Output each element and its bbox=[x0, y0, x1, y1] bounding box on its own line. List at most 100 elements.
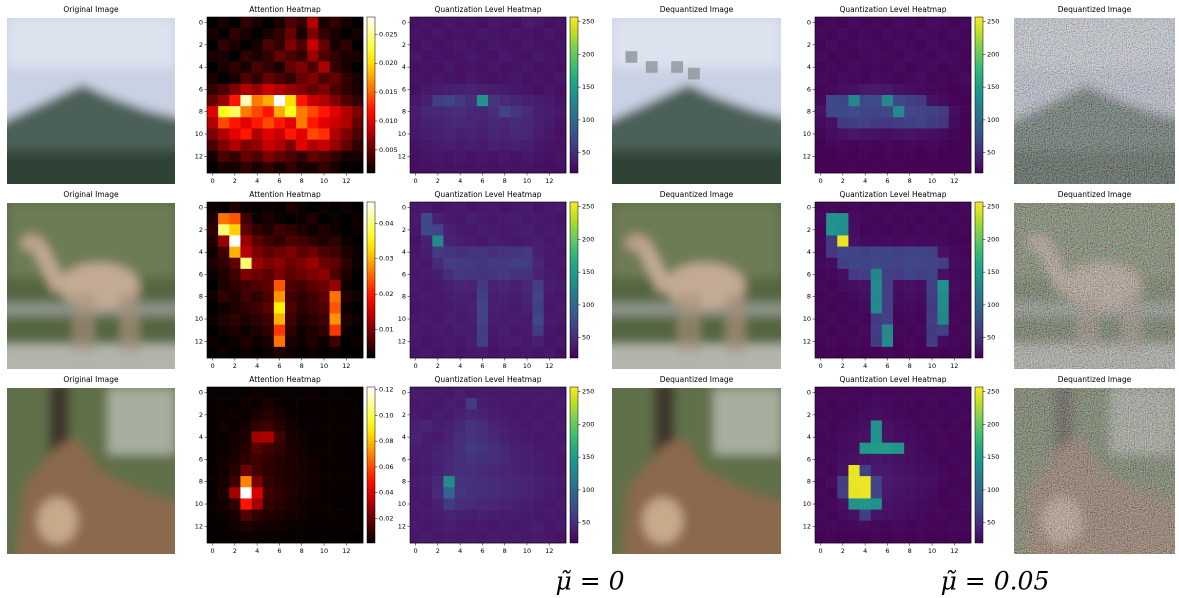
heatmap-cell bbox=[476, 235, 489, 247]
heatmap-cell bbox=[296, 128, 308, 140]
heatmap-cell bbox=[262, 531, 275, 544]
heatmap-cell bbox=[410, 465, 422, 477]
heatmap-cell bbox=[240, 17, 252, 29]
heatmap-cell bbox=[881, 235, 894, 247]
heatmap-cell bbox=[454, 387, 467, 399]
heatmap-cell bbox=[937, 72, 950, 85]
heatmap-cell bbox=[340, 409, 353, 421]
heatmap-cell bbox=[454, 302, 467, 314]
heatmap-cell bbox=[893, 61, 905, 74]
heatmap-cell bbox=[837, 150, 849, 163]
heatmap-cell bbox=[229, 128, 241, 140]
y-tick-label: 2 bbox=[807, 41, 811, 49]
x-tick-label: 8 bbox=[300, 177, 304, 185]
heatmap-cell bbox=[432, 28, 444, 40]
heatmap-cell bbox=[421, 291, 433, 303]
heatmap-cell bbox=[207, 128, 219, 140]
heatmap-cell bbox=[340, 313, 353, 325]
x-tick-label: 8 bbox=[503, 177, 507, 185]
heatmap-cell bbox=[521, 246, 533, 259]
heatmap-cell bbox=[476, 520, 489, 533]
y-tick-label: 12 bbox=[803, 152, 811, 160]
heatmap-cell bbox=[815, 346, 827, 359]
heatmap-cell bbox=[893, 398, 905, 410]
heatmap-cell bbox=[262, 387, 275, 399]
x-tick-label: 12 bbox=[545, 177, 553, 185]
heatmap-cell bbox=[351, 17, 364, 29]
heatmap-cell bbox=[454, 39, 467, 51]
heatmap-cell bbox=[959, 420, 972, 432]
heatmap-cell bbox=[554, 106, 567, 118]
heatmap-cell bbox=[870, 442, 883, 455]
heatmap-cell bbox=[893, 465, 905, 477]
heatmap-cell bbox=[521, 453, 533, 466]
heatmap-cell bbox=[959, 280, 972, 292]
heatmap-cell bbox=[307, 487, 319, 499]
heatmap-cell bbox=[207, 346, 219, 359]
heatmap-cell bbox=[870, 268, 883, 281]
heatmap-cell bbox=[307, 498, 319, 510]
heatmap-cell bbox=[870, 224, 883, 236]
heatmap-cell bbox=[340, 150, 353, 163]
heatmap-cell bbox=[488, 106, 500, 118]
heatmap-cell bbox=[959, 335, 972, 348]
heatmap-cell bbox=[443, 235, 455, 247]
heatmap-cell bbox=[848, 509, 860, 522]
heatmap-cell bbox=[532, 246, 545, 259]
heatmap-cell bbox=[329, 476, 342, 488]
heatmap-cell bbox=[307, 302, 319, 314]
heatmap-cell bbox=[218, 420, 230, 432]
heatmap-cell bbox=[465, 246, 478, 259]
heatmap-cell bbox=[262, 420, 275, 432]
heatmap-cell bbox=[893, 420, 905, 432]
heatmap-cell bbox=[465, 128, 478, 140]
heatmap-cell bbox=[296, 498, 308, 510]
heatmap-cell bbox=[218, 128, 230, 140]
heatmap-cell bbox=[915, 509, 927, 522]
heatmap-cell bbox=[307, 268, 319, 281]
heatmap-cell bbox=[229, 106, 241, 118]
image bbox=[1014, 203, 1175, 369]
artifact bbox=[671, 61, 683, 73]
heatmap-cell bbox=[488, 420, 500, 432]
heatmap-cell bbox=[240, 235, 252, 247]
heatmap-cell bbox=[837, 139, 849, 152]
y-tick-label: 12 bbox=[803, 337, 811, 345]
heatmap-cell bbox=[848, 498, 860, 510]
heatmap-cell bbox=[262, 246, 275, 259]
heatmap-cell bbox=[881, 224, 894, 236]
x-tick-label: 0 bbox=[819, 362, 823, 370]
heatmap-cell bbox=[410, 95, 422, 107]
heatmap-cell bbox=[521, 235, 533, 247]
heatmap-cell bbox=[307, 257, 319, 270]
heatmap-cell bbox=[915, 387, 927, 399]
heatmap-cell bbox=[262, 465, 275, 477]
heatmap-cell bbox=[848, 150, 860, 163]
noise bbox=[1014, 18, 1175, 184]
heatmap-cell bbox=[915, 61, 927, 74]
heatmap-cell bbox=[510, 39, 522, 51]
heatmap-cell bbox=[240, 28, 252, 40]
colorbar-tick-label: 0.08 bbox=[379, 437, 393, 445]
y-tick-label: 8 bbox=[807, 293, 811, 301]
heatmap-cell bbox=[240, 161, 252, 174]
heatmap-cell bbox=[543, 442, 556, 455]
heatmap-cell bbox=[273, 520, 286, 533]
heatmap-cell bbox=[554, 224, 567, 236]
heatmap-cell bbox=[476, 313, 489, 325]
heatmap-cell bbox=[454, 83, 467, 96]
heatmap-cell bbox=[499, 128, 511, 140]
heatmap-cell bbox=[273, 61, 286, 74]
heatmap-cell bbox=[543, 420, 556, 432]
heatmap-cell bbox=[307, 465, 319, 477]
heatmap-cell bbox=[499, 161, 511, 174]
heatmap-cell bbox=[410, 420, 422, 432]
heatmap-cell bbox=[915, 50, 927, 62]
y-tick-label: 8 bbox=[402, 478, 406, 486]
heatmap-cell bbox=[837, 280, 849, 292]
heatmap-cell bbox=[826, 346, 838, 359]
heatmap-cell bbox=[410, 498, 422, 510]
heatmap-cell bbox=[826, 442, 838, 455]
heatmap-cell bbox=[826, 420, 838, 432]
heatmap-cell bbox=[454, 224, 467, 236]
